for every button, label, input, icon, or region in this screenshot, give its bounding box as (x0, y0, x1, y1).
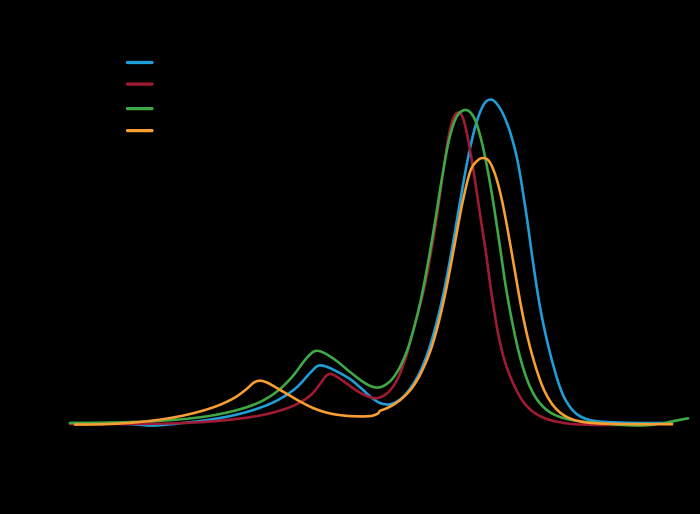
density-curve-blue (68, 98, 674, 427)
legend-swatch-green (126, 107, 154, 111)
legend-group (126, 60, 154, 133)
legend-swatch-orange (126, 129, 154, 133)
density-curve-green (68, 108, 690, 427)
legend-swatch-crimson (126, 82, 154, 86)
density-curve-crimson (68, 111, 674, 427)
legend-swatch-blue (126, 60, 154, 65)
curves-group (68, 98, 690, 427)
density-curve-orange (73, 156, 674, 426)
